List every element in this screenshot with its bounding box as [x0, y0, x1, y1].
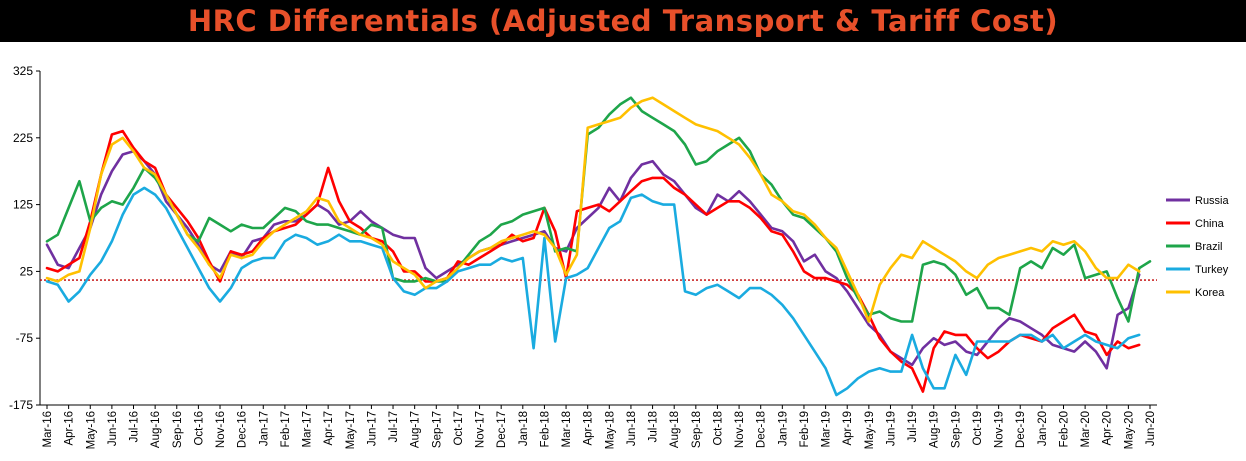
x-tick-label: Apr-17: [323, 411, 335, 446]
x-tick-label: Jun-16: [107, 411, 119, 446]
x-tick-label: Dec-16: [237, 411, 249, 448]
x-tick-label: Oct-17: [453, 411, 465, 446]
chart-title: HRC Differentials (Adjusted Transport & …: [187, 4, 1059, 38]
x-tick-label: Jan-20: [1037, 411, 1049, 446]
x-tick-label: Jan-18: [518, 411, 530, 446]
chart-frame: [39, 71, 1157, 406]
x-tick-label: Aug-16: [150, 411, 162, 448]
x-tick-label: Aug-17: [410, 411, 422, 448]
x-tick-label: Dec-17: [496, 411, 508, 448]
x-tick-label: Jul-19: [907, 411, 919, 442]
legend-label-korea: Korea: [1195, 287, 1225, 299]
x-tick-label: May-19: [864, 411, 876, 449]
x-tick-label: Dec-19: [1015, 411, 1027, 448]
x-tick-label: May-17: [345, 411, 357, 449]
x-tick-label: Dec-18: [756, 411, 768, 448]
legend-label-russia: Russia: [1195, 195, 1230, 207]
x-tick-label: Nov-18: [734, 411, 746, 448]
x-tick-label: Sep-17: [431, 411, 443, 448]
x-tick-label: Sep-18: [691, 411, 703, 448]
x-tick-label: Jun-18: [626, 411, 638, 446]
legend: Russia China Brazil Turkey Korea: [1166, 195, 1230, 299]
x-tick-label: Jul-16: [129, 411, 141, 442]
x-tick-label: Mar-19: [821, 411, 833, 447]
legend-label-turkey: Turkey: [1195, 264, 1229, 276]
y-tick-label: -75: [16, 331, 34, 345]
x-tick-label: Nov-19: [994, 411, 1006, 448]
x-tick-labels: Mar-16 Apr-16 May-16 Jun-16 Jul-16 Aug-16 Sep-…: [42, 405, 1157, 449]
x-tick-label: Apr-18: [583, 411, 595, 446]
x-tick-label: Jun-20: [1145, 411, 1157, 446]
x-tick-label: Feb-18: [539, 411, 551, 447]
x-tick-label: Apr-16: [64, 411, 76, 446]
y-tick-label: 225: [13, 131, 33, 145]
x-tick-label: Jan-19: [777, 411, 789, 446]
x-tick-label: Mar-18: [561, 411, 573, 447]
x-tick-label: Feb-17: [280, 411, 292, 447]
x-tick-label: Aug-18: [669, 411, 681, 448]
x-tick-label: Apr-20: [1102, 411, 1114, 446]
series-line-korea: [45, 96, 1141, 323]
x-tick-label: Jun-19: [885, 411, 897, 446]
legend-label-brazil: Brazil: [1195, 241, 1223, 253]
title-bar: HRC Differentials (Adjusted Transport & …: [0, 0, 1246, 42]
x-tick-label: Jun-17: [366, 411, 378, 446]
x-tick-label: Nov-16: [215, 411, 227, 448]
x-tick-label: Mar-20: [1080, 411, 1092, 447]
x-tick-label: Oct-16: [193, 411, 205, 446]
legend-label-china: China: [1195, 218, 1225, 230]
chart-svg: 325 225 125 25 -75 -175 Mar-16 Apr-16 May-16 Jun…: [0, 42, 1246, 461]
x-tick-label: Jan-17: [258, 411, 270, 446]
x-tick-label: Mar-16: [42, 411, 54, 447]
x-tick-label: Feb-20: [1058, 411, 1070, 447]
series-lines: [45, 96, 1152, 397]
y-tick-label: 125: [13, 198, 33, 212]
y-tick-label: -175: [9, 398, 33, 412]
x-tick-label: Feb-19: [799, 411, 811, 447]
y-tick-labels: 325 225 125 25 -75 -175: [9, 64, 40, 412]
x-tick-label: Oct-18: [712, 411, 724, 446]
x-tick-label: Jul-18: [648, 411, 660, 442]
x-tick-label: May-16: [85, 411, 97, 449]
x-tick-label: Nov-17: [475, 411, 487, 448]
x-tick-label: Oct-19: [972, 411, 984, 446]
x-tick-label: Sep-16: [172, 411, 184, 448]
y-tick-label: 325: [13, 64, 33, 78]
x-tick-label: Mar-17: [302, 411, 314, 447]
x-tick-label: Apr-19: [842, 411, 854, 446]
x-tick-label: Sep-19: [950, 411, 962, 448]
x-tick-label: May-18: [604, 411, 616, 449]
x-tick-label: Aug-19: [929, 411, 941, 448]
series-line-turkey: [45, 186, 1141, 397]
series-line-brazil: [45, 96, 1152, 323]
y-tick-label: 25: [20, 264, 34, 278]
x-tick-label: Jul-17: [388, 411, 400, 442]
x-tick-label: May-20: [1123, 411, 1135, 449]
